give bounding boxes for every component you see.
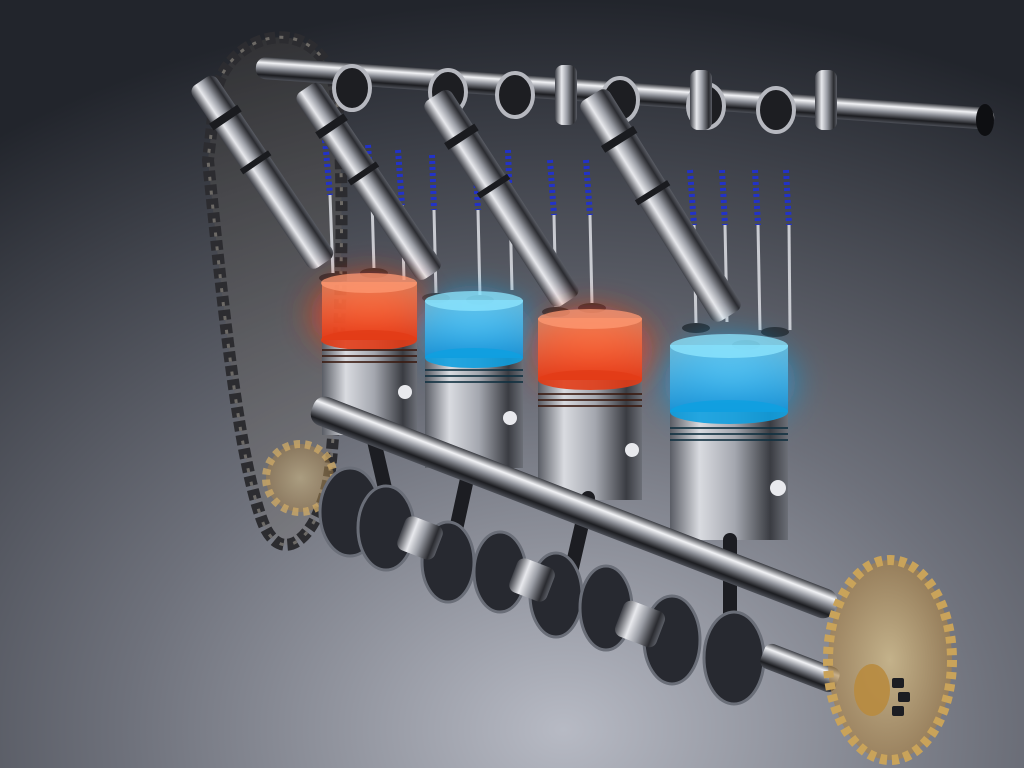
crankshaft xyxy=(310,396,840,706)
flywheel-gear xyxy=(823,555,957,765)
piston-4 xyxy=(670,412,788,540)
camshaft xyxy=(255,57,995,136)
rocker-posts xyxy=(555,65,837,130)
cylinder-4 xyxy=(670,334,788,540)
injectors xyxy=(191,75,741,322)
cylinder-3 xyxy=(538,309,642,500)
injector-2 xyxy=(296,82,441,280)
injector-1 xyxy=(191,75,334,269)
piston-3 xyxy=(538,380,642,500)
cylinder-2 xyxy=(425,291,523,468)
crank-journals xyxy=(397,516,666,648)
cylinder-1 xyxy=(321,273,417,435)
injector-3 xyxy=(424,89,579,307)
injector-4 xyxy=(580,89,741,322)
